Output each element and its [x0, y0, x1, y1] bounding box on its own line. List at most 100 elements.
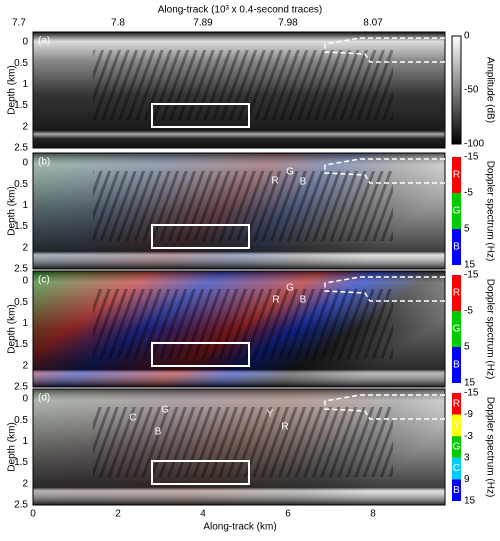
colorbar-band [452, 479, 461, 501]
y-tick-label: 2.5 [14, 500, 28, 511]
colorbar-label: Doppler spectrum (Hz) [484, 279, 495, 380]
y-tick-label: 2 [22, 360, 28, 371]
annotation: R [281, 422, 288, 433]
y-tick-label: 1 [22, 200, 28, 211]
y-tick-label: 0 [22, 158, 28, 169]
x-tick-label: 8 [370, 509, 376, 520]
colorbar-label: Doppler spectrum (Hz) [484, 397, 495, 498]
region-outline [324, 394, 445, 420]
colorbar-band-label: R [453, 170, 460, 181]
x-tick-label: 6 [285, 509, 291, 520]
y-tick-label: 1.5 [14, 457, 28, 468]
colorbar-band [452, 393, 461, 415]
colorbar-tick-label: -15 [464, 270, 479, 281]
colorbar-band-label: R [453, 288, 460, 299]
x-tick-label: 0 [30, 509, 36, 520]
colorbar-tick-label: -50 [464, 85, 479, 96]
colorbar-band-label: R [453, 398, 460, 409]
annotation: B [155, 427, 162, 438]
colorbar-tick-label: -3 [464, 431, 473, 442]
y-tick-label: 0.5 [14, 179, 28, 190]
region-box [151, 103, 250, 128]
colorbar-band-label: B [453, 242, 460, 253]
radargram-texture [93, 407, 393, 477]
y-tick-label: 1 [22, 318, 28, 329]
y-tick-label: 2.5 [14, 382, 28, 393]
panel-tag: (b) [38, 157, 50, 168]
y-tick-label: 0.5 [14, 415, 28, 426]
y-tick-label: 1.5 [14, 100, 28, 111]
y-axis-label: Depth (km) [7, 65, 18, 114]
colorbar-band [452, 275, 461, 311]
colorbar-tick-label: 5 [464, 224, 470, 235]
colorbar-band-label: B [453, 360, 460, 371]
y-tick-label: 1.5 [14, 339, 28, 350]
region-outline [324, 276, 445, 302]
y-tick-label: 2.5 [14, 264, 28, 275]
colorbar-band [452, 436, 461, 458]
y-tick-label: 0 [22, 394, 28, 405]
x-tick-label: 2 [115, 509, 121, 520]
colorbar-band [452, 229, 461, 265]
y-tick-label: 1 [22, 436, 28, 447]
colorbar-tick-label: 0 [464, 31, 470, 42]
colorbar-tick-label: -5 [464, 188, 473, 199]
annotation: R [272, 295, 279, 306]
colorbar-tick-label: 5 [464, 342, 470, 353]
colorbar-tick-label: 9 [464, 474, 470, 485]
colorbar-band [452, 347, 461, 383]
panel-tag: (a) [38, 36, 50, 47]
annotation: G [161, 405, 169, 416]
colorbar-band-label: G [453, 442, 461, 453]
y-tick-label: 1 [22, 79, 28, 90]
y-tick-label: 0.5 [14, 297, 28, 308]
y-tick-label: 2.5 [14, 143, 28, 154]
top-tick-label: 7.89 [193, 18, 213, 29]
colorbar-band [452, 311, 461, 347]
colorbar-tick-label: -15 [464, 388, 479, 399]
y-axis-label: Depth (km) [7, 422, 18, 471]
top-tick-label: 7.7 [12, 18, 26, 29]
annotation: C [129, 413, 136, 424]
colorbar-label: Amplitude (dB) [484, 57, 495, 123]
x-axis-label: Along-track (km) [203, 522, 276, 533]
radargram-texture [93, 50, 393, 120]
top-tick-label: 7.8 [111, 18, 125, 29]
colorbar-label: Doppler spectrum (Hz) [484, 161, 495, 262]
colorbar-band-label: G [453, 324, 461, 335]
annotation: B [300, 295, 307, 306]
top-axis-label: Along-track (10³ x 0.4-second traces) [158, 5, 323, 16]
frame [32, 270, 446, 388]
annotation: G [286, 167, 294, 178]
y-tick-label: 0 [22, 37, 28, 48]
region-outline [324, 158, 445, 184]
x-tick-label: 4 [200, 509, 206, 520]
region-box [151, 224, 250, 249]
colorbar-band-label: Y [453, 420, 460, 431]
colorbar-band [452, 457, 461, 480]
colorbar-band-label: B [453, 485, 460, 496]
annotation: B [300, 177, 307, 188]
colorbar-tick-label: 15 [464, 378, 476, 389]
region-box [151, 460, 250, 485]
y-tick-label: 2 [22, 242, 28, 253]
top-tick-label: 7.98 [278, 18, 298, 29]
y-tick-label: 2 [22, 121, 28, 132]
annotation: R [271, 176, 278, 187]
annotation: Y [267, 409, 274, 420]
radargram-texture [93, 289, 393, 359]
region-box [151, 342, 250, 367]
top-tick-label: 8.07 [363, 18, 383, 29]
colorbar-band [452, 157, 461, 193]
region-outline [324, 37, 445, 63]
annotation: G [286, 283, 294, 294]
frame [32, 152, 446, 270]
colorbar-band [452, 193, 461, 229]
frame [32, 31, 446, 149]
colorbar-tick-label: -100 [464, 139, 484, 150]
colorbar-tick-label: -9 [464, 409, 473, 420]
colorbar-tick-label: -15 [464, 152, 479, 163]
radargram-texture [93, 171, 393, 241]
colorbar-band-label: C [453, 463, 460, 474]
colorbar [451, 35, 462, 145]
